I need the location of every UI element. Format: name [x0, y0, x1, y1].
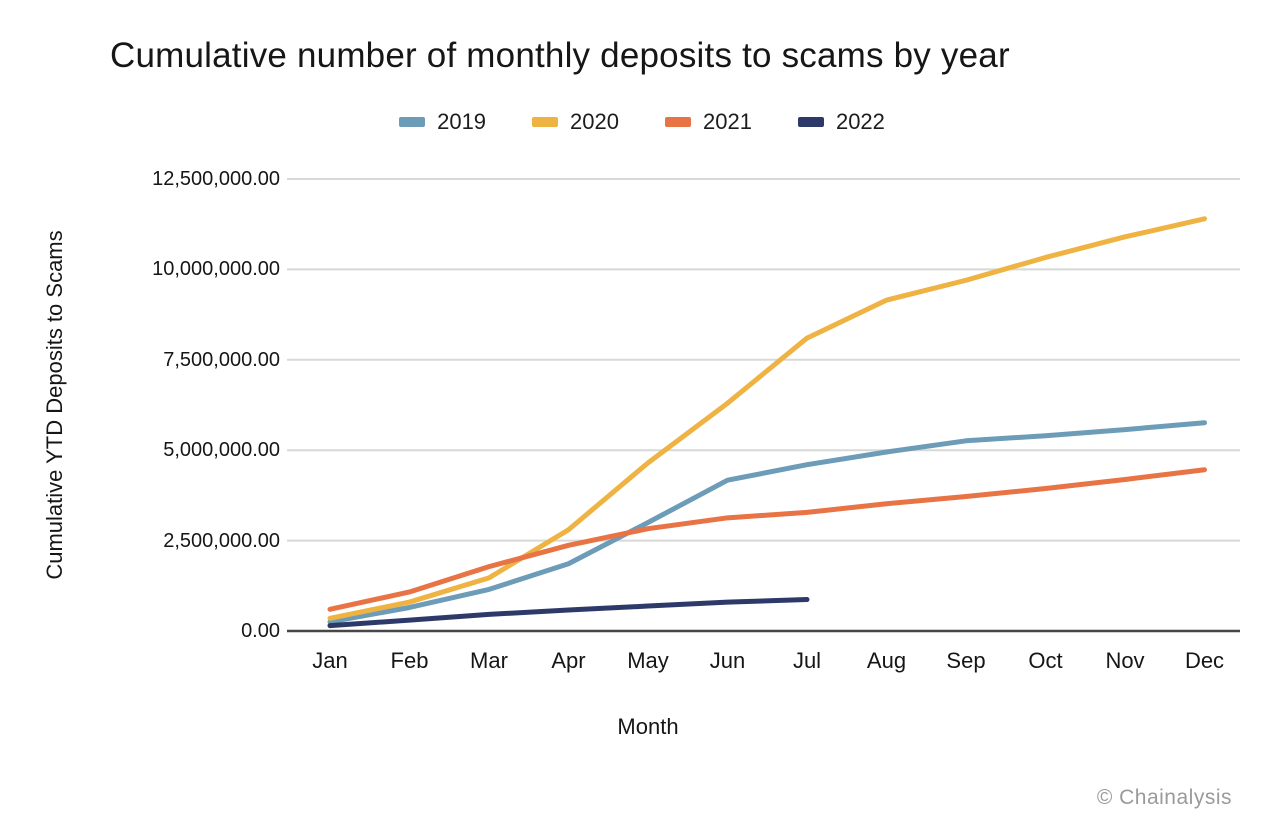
- x-tick-label: Mar: [470, 648, 508, 673]
- y-tick-label: 10,000,000.00: [152, 258, 280, 281]
- legend-swatch-2022: [797, 117, 824, 127]
- x-tick-label: Dec: [1184, 648, 1225, 673]
- legend: 2019 2020 2021 2022: [0, 108, 1284, 136]
- legend-swatch-2021: [665, 117, 691, 127]
- legend-item-2022: 2022: [797, 109, 885, 135]
- x-tick-label: May: [627, 648, 669, 673]
- y-tick-label: 7,500,000.00: [163, 348, 280, 371]
- x-tick-label: Apr: [551, 648, 586, 673]
- x-tick-label: Oct: [1028, 648, 1063, 673]
- legend-label-2021: 2021: [703, 109, 752, 134]
- y-tick-label: 2,500,000.00: [163, 529, 280, 552]
- x-tick-label: Aug: [866, 648, 907, 673]
- legend-item-2019: 2019: [399, 109, 486, 135]
- series-line-2021: [327, 467, 1207, 612]
- legend-swatch-2019: [399, 117, 426, 127]
- x-tick-label: Feb: [390, 648, 429, 673]
- attribution-watermark: © Chainalysis: [1096, 786, 1232, 809]
- series-line-2020: [327, 216, 1207, 621]
- x-tick-label: Nov: [1105, 648, 1145, 673]
- legend-swatch-2020: [532, 117, 559, 127]
- y-tick-label: 0.00: [241, 620, 280, 642]
- legend-label-2022: 2022: [835, 109, 885, 134]
- series-line-2022: [327, 597, 810, 629]
- chart-title: Cumulative number of monthly deposits to…: [110, 36, 1010, 75]
- x-axis-title: Month: [617, 714, 679, 739]
- x-tick-label: Jan: [312, 648, 348, 673]
- series-line-2019: [327, 420, 1207, 625]
- legend-label-2019: 2019: [437, 109, 487, 134]
- legend-item-2021: 2021: [665, 109, 752, 135]
- x-tick-label: Jun: [709, 648, 746, 673]
- legend-label-2020: 2020: [570, 109, 619, 134]
- y-tick-label: 12,500,000.00: [152, 168, 280, 190]
- legend-item-2020: 2020: [532, 109, 619, 135]
- x-tick-label: Jul: [792, 648, 822, 673]
- x-tick-label: Sep: [946, 648, 986, 673]
- y-tick-label: 5,000,000.00: [163, 439, 280, 462]
